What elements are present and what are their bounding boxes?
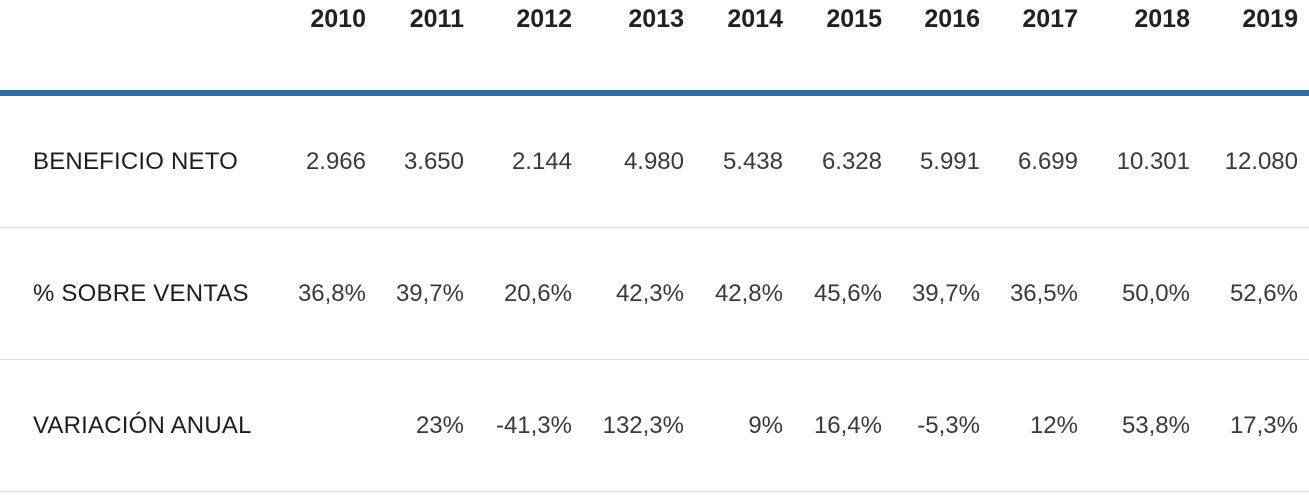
year-header-2015: 2015 (826, 5, 882, 33)
year-header-2019: 2019 (1242, 5, 1298, 33)
year-header-2018: 2018 (1134, 5, 1190, 33)
header-spacer (1298, 0, 1309, 93)
table-body: BENEFICIO NETO 2.966 3.650 2.144 4.980 5.438 6… (0, 93, 1309, 492)
header-row: 2010 2011 2012 2013 2014 2015 2016 2017 2018 2019 (0, 0, 1309, 93)
cell-value: 16,4% (813, 411, 882, 439)
cell-value: 3.650 (403, 147, 464, 175)
row-label: BENEFICIO NETO (33, 147, 239, 175)
cell-value: 132,3% (602, 411, 684, 439)
cell-value: 9% (748, 411, 783, 439)
year-header-2011: 2011 (409, 5, 464, 33)
cell-value: 5.438 (722, 147, 783, 175)
row-label: VARIACIÓN ANUAL (33, 411, 252, 439)
table-row: BENEFICIO NETO 2.966 3.650 2.144 4.980 5.438 6… (0, 93, 1309, 228)
cell-value: 4.980 (623, 147, 684, 175)
year-header-2017: 2017 (1022, 5, 1078, 33)
cell-value: 6.699 (1017, 147, 1078, 175)
cell-value: -41,3% (495, 411, 572, 439)
cell-value: 42,8% (714, 279, 783, 307)
year-header-2016: 2016 (924, 5, 980, 33)
cell-value: 20,6% (503, 279, 572, 307)
cell-value: 10.301 (1116, 147, 1190, 175)
cell-value: 45,6% (813, 279, 882, 307)
cell-value: 12.080 (1224, 147, 1298, 175)
cell-value: 36,8% (297, 279, 366, 307)
cell-value: 6.328 (821, 147, 882, 175)
year-header-2014: 2014 (727, 5, 783, 33)
cell-value: -5,3% (917, 411, 980, 439)
table-header: 2010 2011 2012 2013 2014 2015 2016 2017 2018 2019 (0, 0, 1309, 93)
cell-value: 17,3% (1229, 411, 1298, 439)
row-label: % SOBRE VENTAS (33, 279, 249, 307)
year-header-2010: 2010 (310, 5, 366, 33)
cell-value: 36,5% (1009, 279, 1078, 307)
cell-value: 42,3% (615, 279, 684, 307)
corner-cell (0, 0, 268, 93)
cell-value: 53,8% (1121, 411, 1190, 439)
table-row: VARIACIÓN ANUAL 23% -41,3% 132,3% 9% 16,4% -5,… (0, 360, 1309, 492)
year-header-2013: 2013 (628, 5, 684, 33)
cell-value: 39,7% (911, 279, 980, 307)
table-row: % SOBRE VENTAS 36,8% 39,7% 20,6% 42,3% 42,8% 4… (0, 228, 1309, 360)
year-header-2012: 2012 (516, 5, 572, 33)
cell-value: 23% (415, 411, 464, 439)
cell-value: 50,0% (1121, 279, 1190, 307)
row-spacer (1298, 93, 1309, 228)
cell-value: 39,7% (395, 279, 464, 307)
cell-value: 2.144 (511, 147, 572, 175)
cell-value: 12% (1029, 411, 1078, 439)
row-spacer (1298, 360, 1309, 492)
cell-value: 52,6% (1229, 279, 1298, 307)
cell-value (268, 360, 366, 492)
cell-value: 2.966 (305, 147, 366, 175)
row-spacer (1298, 228, 1309, 360)
cell-value: 5.991 (919, 147, 980, 175)
